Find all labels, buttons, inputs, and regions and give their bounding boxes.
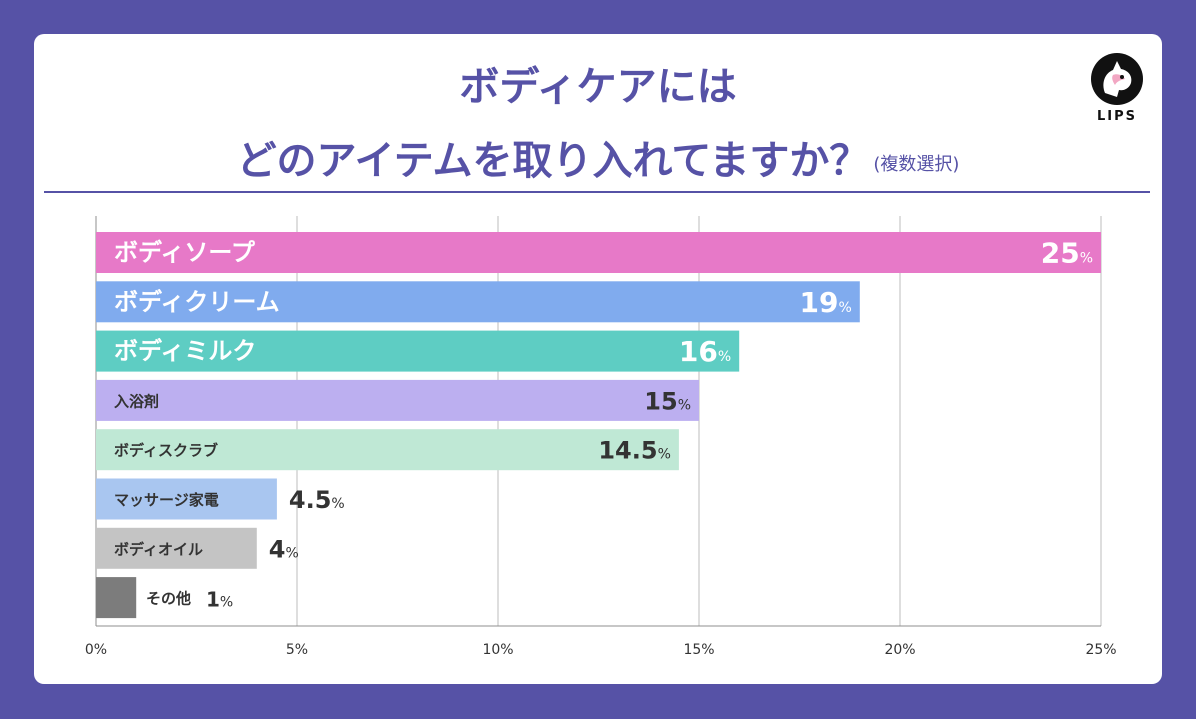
chart-card: ボディケアには どのアイテムを取り入れてますか？ (複数選択) LIPS 0% 5%…	[34, 34, 1162, 684]
category-label: ボディスクラブ	[114, 442, 218, 460]
chart-title-line-2: どのアイテムを取り入れてますか？ (複数選択)	[34, 128, 1162, 186]
chart-title-line-1: ボディケアには	[459, 64, 737, 110]
value-label: 14.5%	[598, 437, 671, 465]
value-label: 1%	[206, 588, 233, 612]
value-label: 15%	[644, 387, 691, 415]
lips-logo-text: LIPS	[1096, 109, 1137, 124]
bar	[96, 281, 860, 323]
x-tick-label: 0%	[85, 642, 107, 658]
bar-chart: 0% 5% 10% 15% 20% 25% ボディソープ 25% ボディクリーム 19% ボディミル…	[85, 216, 1117, 658]
value-label: 25%	[1041, 237, 1093, 270]
x-tick-label: 20%	[884, 642, 915, 658]
x-tick-label: 15%	[683, 642, 714, 658]
category-label: ボディソープ	[114, 239, 256, 267]
category-label: マッサージ家電	[114, 491, 219, 509]
x-tick-label: 5%	[286, 642, 308, 658]
bar	[96, 527, 257, 569]
category-label: ボディクリーム	[114, 288, 280, 316]
chart-title-text: どのアイテムを取り入れてますか？	[236, 138, 870, 184]
lips-logo: LIPS	[1087, 49, 1147, 129]
bar	[96, 429, 679, 471]
value-label: 19%	[800, 286, 852, 319]
category-label: 入浴剤	[114, 392, 159, 410]
bar	[96, 577, 137, 619]
category-label: ボディミルク	[114, 337, 256, 365]
value-label: 4%	[269, 535, 299, 563]
category-label: その他	[146, 590, 191, 608]
bar	[96, 330, 740, 372]
lips-logo-icon	[1091, 53, 1143, 105]
value-label: 4.5%	[289, 486, 345, 514]
x-tick-label: 10%	[482, 642, 513, 658]
category-label: ボディオイル	[114, 540, 203, 558]
bar	[96, 379, 699, 421]
multi-select-note: (複数選択)	[873, 154, 960, 175]
title-divider	[44, 191, 1150, 193]
x-tick-label: 25%	[1085, 642, 1116, 658]
bar	[96, 478, 277, 520]
value-label: 16%	[679, 335, 731, 368]
bar	[96, 232, 1101, 273]
